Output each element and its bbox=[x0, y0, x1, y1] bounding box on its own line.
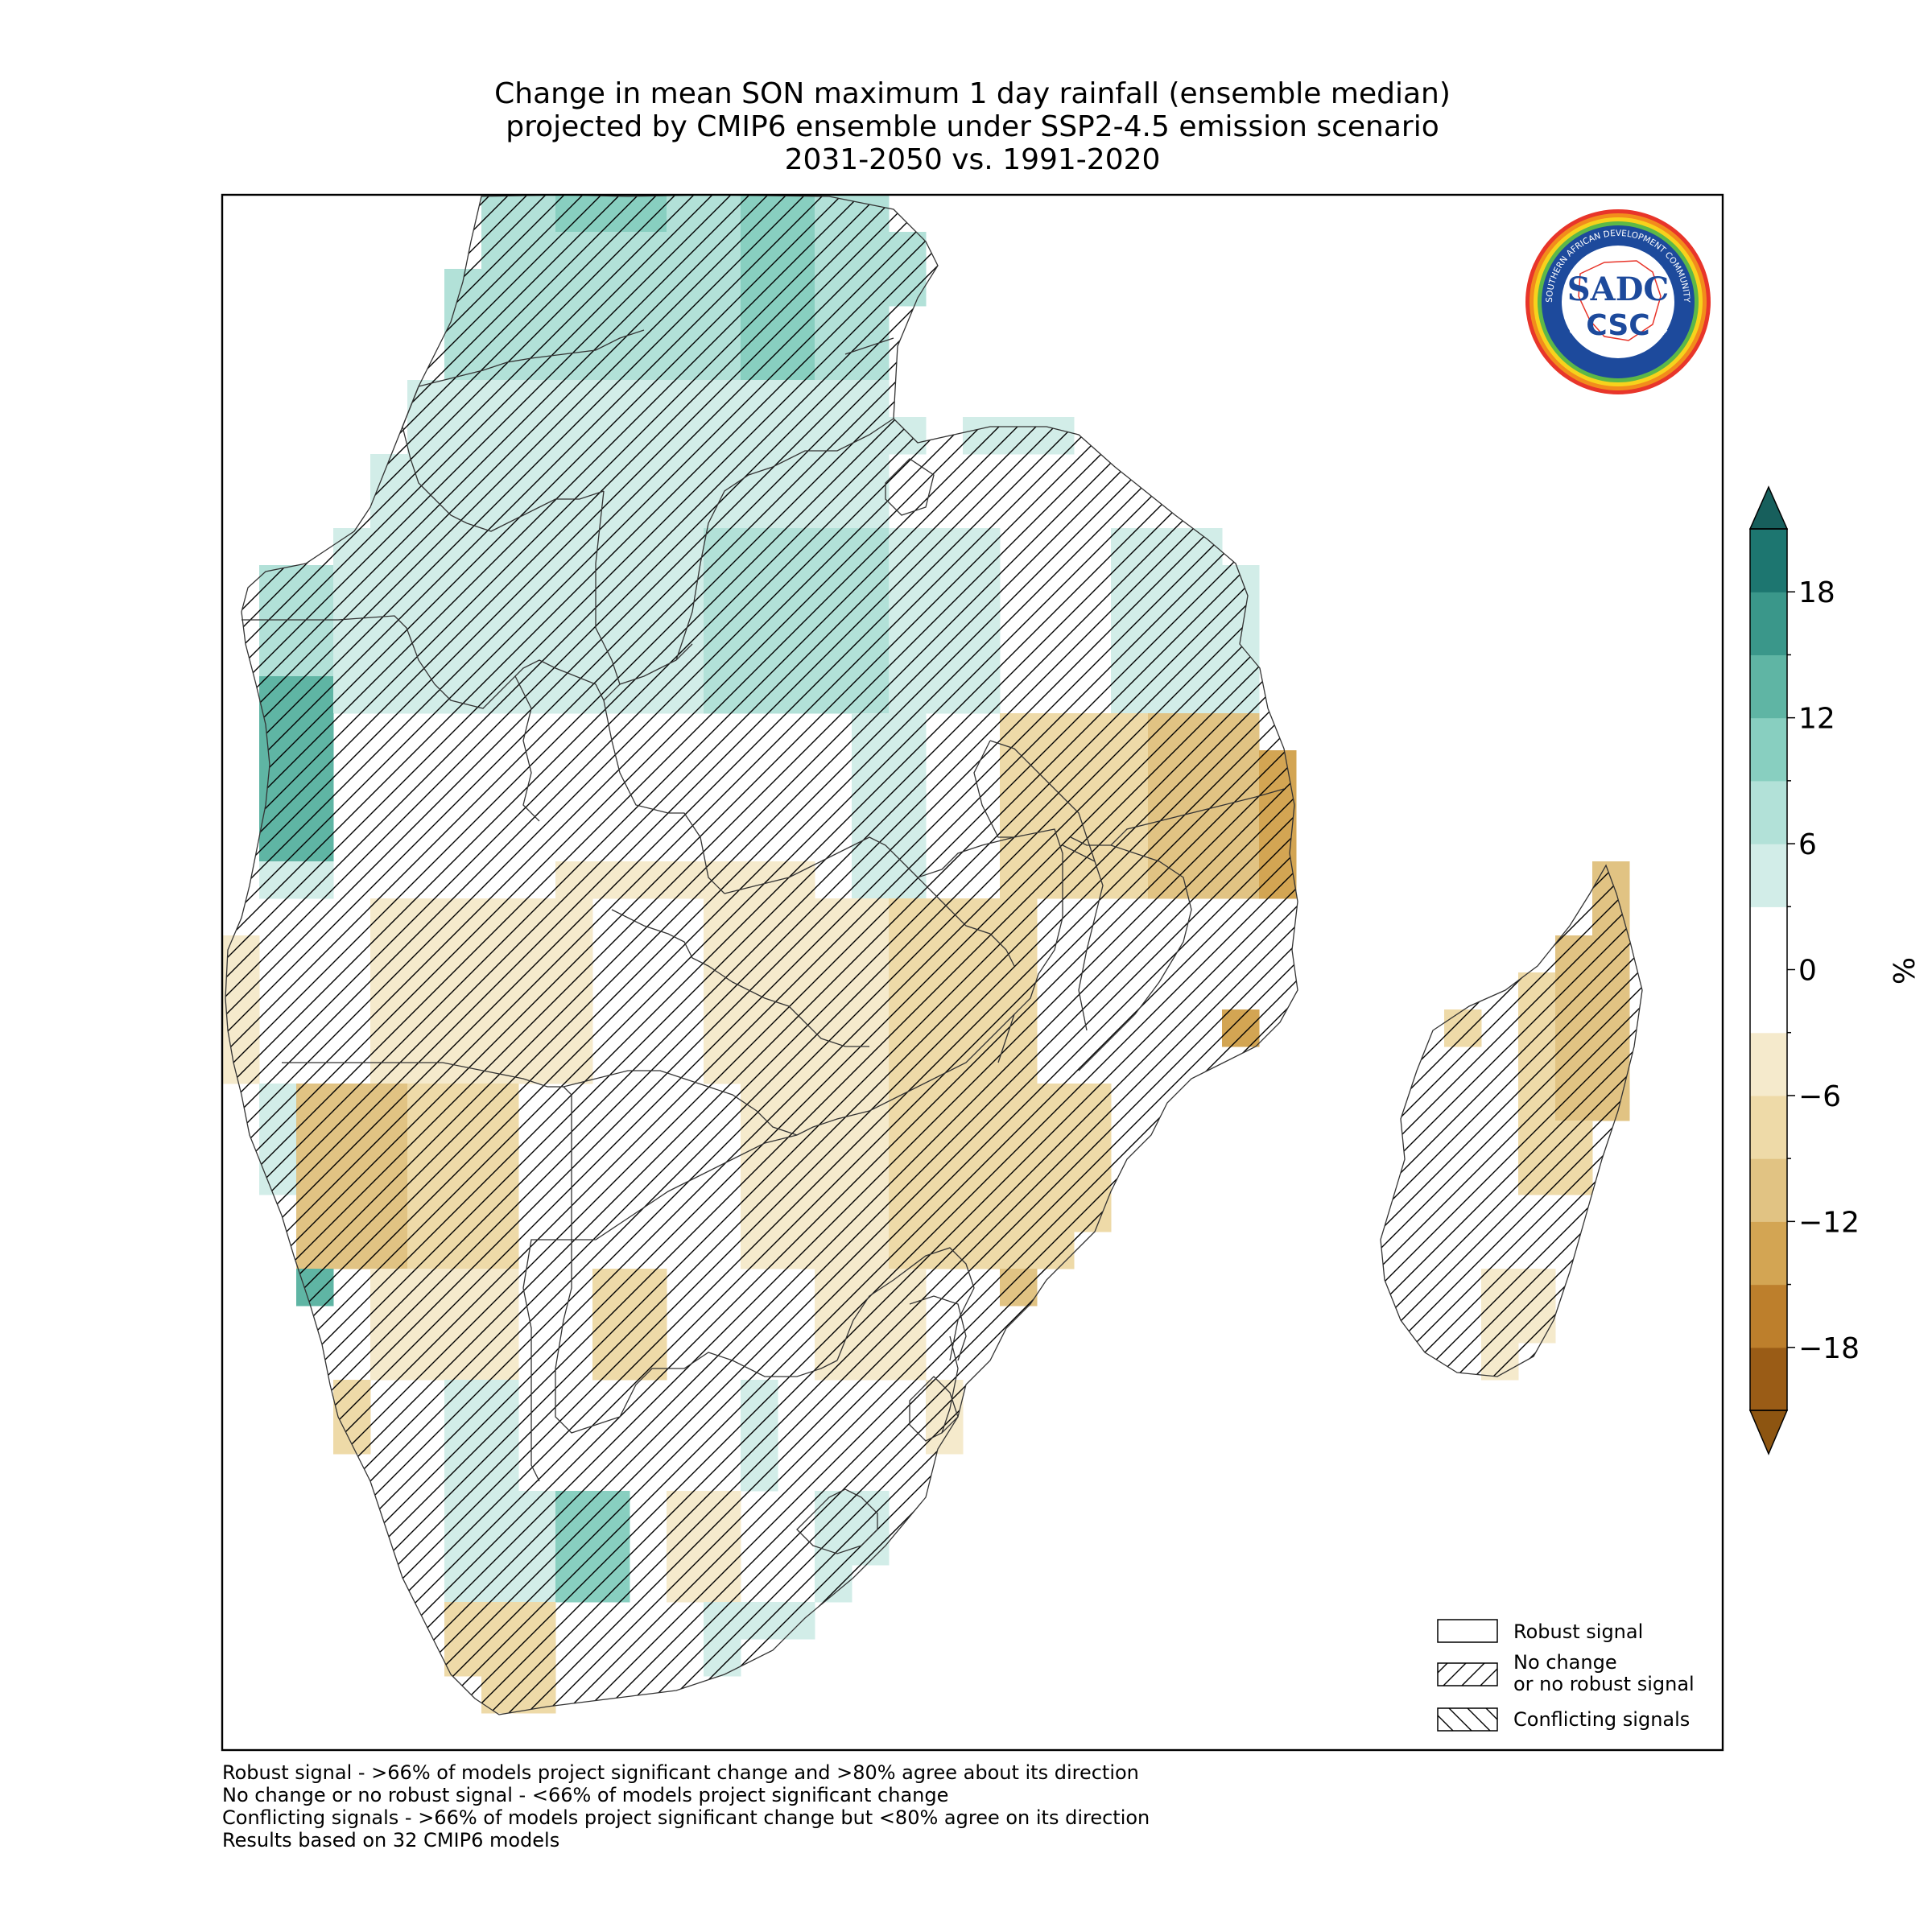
footnote-robust: Robust signal - >66% of models project s… bbox=[222, 1761, 1139, 1784]
country-border bbox=[909, 1295, 967, 1361]
colorbar-segment bbox=[1750, 717, 1787, 782]
footnote-no-change: No change or no robust signal - <66% of … bbox=[222, 1784, 949, 1806]
colorbar: 18 12 6 0 −6 −12 −18 % bbox=[1748, 485, 1922, 1455]
country-border bbox=[973, 740, 1014, 838]
colorbar-segment bbox=[1750, 1347, 1787, 1411]
country-border bbox=[595, 490, 621, 685]
country-border bbox=[555, 1240, 838, 1434]
country-border bbox=[282, 1062, 572, 1240]
country-border bbox=[933, 893, 1015, 967]
colorbar-segment bbox=[1750, 1158, 1787, 1222]
country-border bbox=[1110, 788, 1285, 846]
country-border bbox=[242, 615, 725, 894]
map-panel bbox=[221, 193, 1724, 1752]
country-border bbox=[917, 828, 1063, 1063]
country-border bbox=[941, 1335, 959, 1434]
colorbar-unit-label: % bbox=[1889, 957, 1922, 985]
chart-title: Change in mean SON maximum 1 day rainfal… bbox=[222, 77, 1723, 176]
colorbar-segment bbox=[1750, 1284, 1787, 1348]
map-frame bbox=[221, 193, 1724, 1752]
country-border bbox=[989, 740, 1104, 1031]
legend-robust-swatch bbox=[1437, 1619, 1498, 1643]
country-border bbox=[611, 909, 869, 1047]
country-border bbox=[836, 1247, 975, 1361]
colorbar-segment bbox=[1750, 1221, 1787, 1286]
country-border bbox=[466, 490, 605, 532]
country-border bbox=[844, 337, 894, 355]
country-borders bbox=[225, 195, 1643, 1715]
footnote-conflicting: Conflicting signals - >66% of models pro… bbox=[222, 1806, 1150, 1829]
colorbar-segment bbox=[1750, 844, 1787, 907]
lake-victoria-outline bbox=[885, 458, 935, 516]
title-line-2: projected by CMIP6 ensemble under SSP2-4… bbox=[506, 110, 1439, 143]
colorbar-tick-label: 0 bbox=[1798, 955, 1817, 988]
colorbar-segment bbox=[1750, 592, 1787, 655]
colorbar-tick-label: 6 bbox=[1798, 828, 1817, 861]
colorbar-extend-low bbox=[1748, 1410, 1789, 1455]
country-border bbox=[796, 1488, 878, 1554]
legend-no-change-swatch bbox=[1437, 1662, 1498, 1686]
country-border bbox=[402, 386, 468, 524]
colorbar-tick-label: 12 bbox=[1798, 703, 1835, 736]
colorbar-segment bbox=[1750, 780, 1787, 844]
country-border bbox=[603, 643, 693, 701]
colorbar-segments bbox=[1750, 529, 1787, 1411]
country-border bbox=[514, 675, 540, 822]
title-line-3: 2031-2050 vs. 1991-2020 bbox=[784, 143, 1161, 176]
colorbar-tick-label: −6 bbox=[1798, 1080, 1841, 1113]
legend-no-change-label-1: No change bbox=[1513, 1651, 1617, 1674]
country-border bbox=[522, 1239, 572, 1482]
legend-conflicting-swatch bbox=[1437, 1707, 1498, 1732]
logo-csc-text: CSC bbox=[1586, 309, 1649, 342]
country-border bbox=[563, 1070, 798, 1136]
country-border bbox=[724, 836, 935, 894]
colorbar-tick-label: −18 bbox=[1798, 1332, 1860, 1365]
colorbar-segment bbox=[1750, 969, 1787, 1034]
footnotes: Robust signal - >66% of models project s… bbox=[222, 1761, 1150, 1852]
country-border bbox=[909, 1376, 959, 1442]
colorbar-segment bbox=[1750, 1032, 1787, 1096]
colorbar-ticks: 18 12 6 0 −6 −12 −18 bbox=[1787, 576, 1860, 1365]
colorbar-extend-high bbox=[1748, 485, 1789, 530]
country-border bbox=[796, 1013, 1015, 1136]
sadc-csc-logo: SOUTHERN AFRICAN DEVELOPMENT COMMUNITY C… bbox=[1525, 209, 1711, 394]
colorbar-segment bbox=[1750, 1095, 1787, 1159]
hatching-no-robust-signal bbox=[225, 195, 1642, 1715]
colorbar-segment bbox=[1750, 529, 1787, 592]
signal-legend: Robust signal No change or no robust sig… bbox=[1437, 1619, 1695, 1732]
country-border bbox=[675, 418, 894, 661]
country-border bbox=[418, 329, 645, 387]
colorbar-tick-label: 18 bbox=[1798, 576, 1835, 609]
legend-robust-label: Robust signal bbox=[1513, 1620, 1643, 1643]
legend-no-change-label-2: or no robust signal bbox=[1513, 1673, 1695, 1695]
logo-sadc-text: SADC bbox=[1567, 270, 1669, 308]
country-border bbox=[572, 1134, 798, 1241]
coastline-mainland bbox=[225, 195, 1298, 1715]
footnote-models: Results based on 32 CMIP6 models bbox=[222, 1829, 560, 1852]
country-border bbox=[1062, 844, 1096, 862]
colorbar-segment bbox=[1750, 906, 1787, 971]
colorbar-tick-label: −12 bbox=[1798, 1206, 1860, 1239]
coastline-madagascar bbox=[1380, 864, 1643, 1377]
title-line-1: Change in mean SON maximum 1 day rainfal… bbox=[494, 77, 1451, 110]
colorbar-segment bbox=[1750, 654, 1787, 719]
legend-conflicting-label: Conflicting signals bbox=[1513, 1708, 1690, 1731]
